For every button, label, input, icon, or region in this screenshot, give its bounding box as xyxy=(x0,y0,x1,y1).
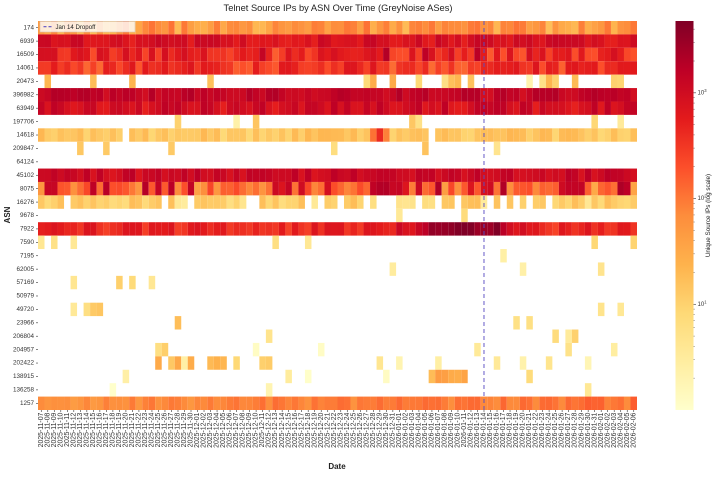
svg-text:Unique Source IPs (log scale): Unique Source IPs (log scale) xyxy=(705,174,712,257)
svg-text:16276: 16276 xyxy=(16,199,34,206)
svg-text:14618: 14618 xyxy=(16,132,34,139)
svg-text:45102: 45102 xyxy=(16,172,34,179)
svg-text:9678: 9678 xyxy=(20,212,35,219)
svg-text:63949: 63949 xyxy=(16,105,34,112)
svg-text:7922: 7922 xyxy=(20,226,35,233)
svg-text:138915: 138915 xyxy=(13,373,35,380)
svg-text:396982: 396982 xyxy=(13,91,35,98)
svg-text:209847: 209847 xyxy=(13,145,35,152)
svg-text:136258: 136258 xyxy=(13,387,35,394)
svg-text:Jan 14 Dropoff: Jan 14 Dropoff xyxy=(56,24,96,31)
svg-text:1257: 1257 xyxy=(20,400,35,407)
svg-text:16509: 16509 xyxy=(16,51,34,58)
svg-text:62005: 62005 xyxy=(16,266,34,273)
svg-text:174: 174 xyxy=(23,24,34,31)
svg-text:14061: 14061 xyxy=(16,65,34,72)
svg-text:50979: 50979 xyxy=(16,293,34,300)
svg-text:64124: 64124 xyxy=(16,159,34,166)
svg-text:197706: 197706 xyxy=(13,118,35,125)
svg-text:206804: 206804 xyxy=(13,333,35,340)
svg-text:2026-02-06: 2026-02-06 xyxy=(630,412,637,447)
svg-text:8075: 8075 xyxy=(20,185,35,192)
svg-text:7590: 7590 xyxy=(20,239,35,246)
svg-text:7195: 7195 xyxy=(20,252,35,259)
svg-text:23966: 23966 xyxy=(16,319,34,326)
svg-text:20473: 20473 xyxy=(16,78,34,85)
svg-text:202422: 202422 xyxy=(13,360,35,367)
svg-text:57169: 57169 xyxy=(16,279,34,286)
svg-text:Telnet Source IPs by ASN Over: Telnet Source IPs by ASN Over Time (Grey… xyxy=(224,3,453,13)
svg-text:6939: 6939 xyxy=(20,38,35,45)
svg-text:ASN: ASN xyxy=(3,206,12,223)
svg-text:49720: 49720 xyxy=(16,306,34,313)
svg-text:Date: Date xyxy=(328,462,346,471)
svg-text:204957: 204957 xyxy=(13,346,35,353)
